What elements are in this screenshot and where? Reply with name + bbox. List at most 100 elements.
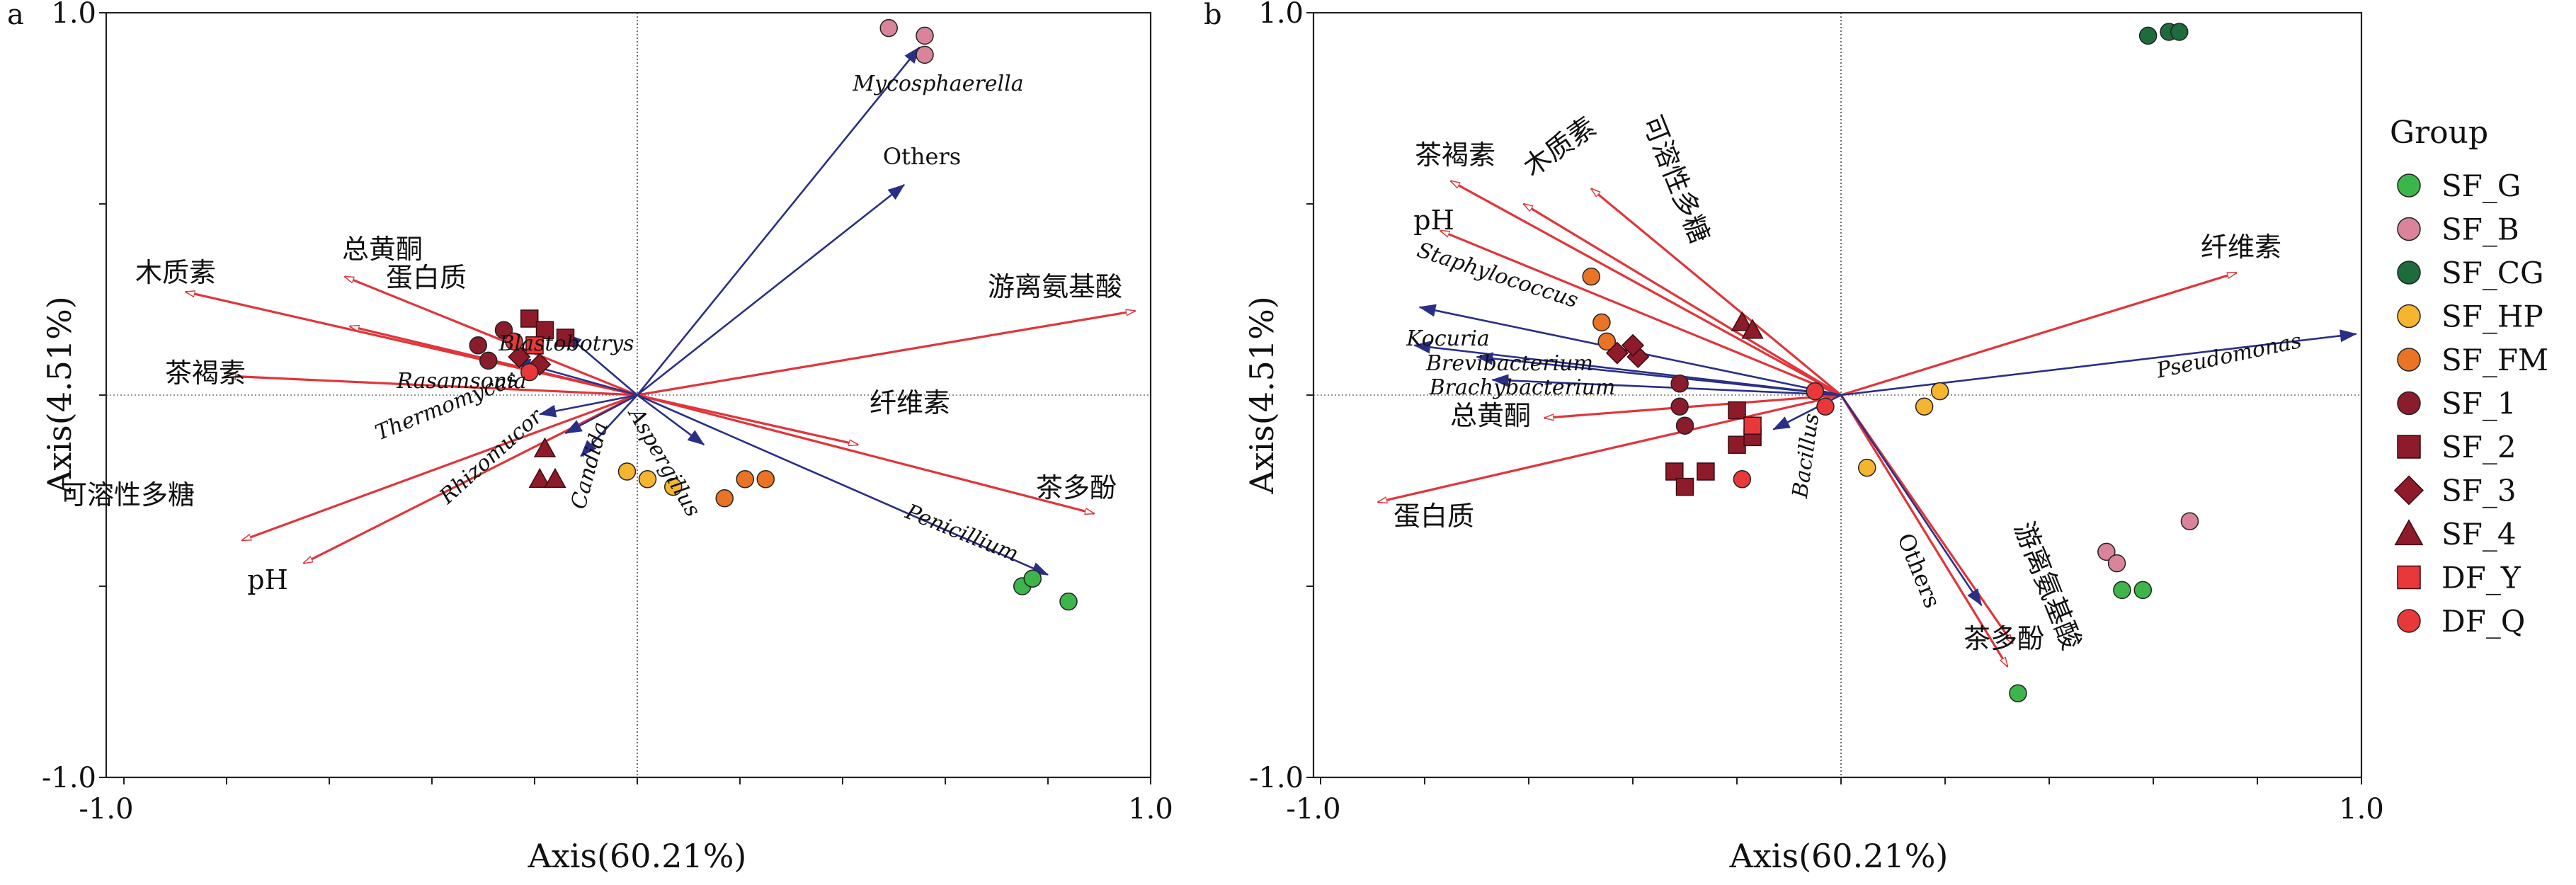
panel-b-y-axis-title: Axis(4.51%) [1243, 296, 1281, 495]
panel-a-y-tick-label-max: 1.0 [51, 0, 96, 30]
panel-a-y-axis-title: Axis(4.51%) [40, 296, 79, 495]
panel-a-species-vector-blastobotrys [564, 333, 638, 396]
panel-a-sample-point-sf-g [1059, 592, 1078, 611]
panel-b-species-vector-others [1840, 394, 1983, 606]
panel-a-species-vector-candida [580, 394, 638, 457]
panel-a-species-label-others: Others [883, 143, 961, 170]
panel-b-sample-point-sf-2 [1675, 477, 1694, 496]
panel-b-sample-point-sf-hp [1915, 397, 1934, 416]
panel-b-env-label-7: 蛋白质 [1394, 501, 1474, 532]
legend-label-sf-cg: SF_CG [2441, 256, 2544, 290]
panel-b-species-label-brachybacterium: Brachybacterium [1429, 375, 1616, 400]
panel-a-species-vector-penicillium [637, 394, 1049, 576]
panel-a-sample-point-sf-fm [756, 470, 775, 489]
panel-a-sample-point-sf-2 [520, 309, 539, 328]
legend-label-sf-2: SF_2 [2441, 430, 2517, 464]
legend-label-df-y: DF_Y [2441, 561, 2521, 595]
panel-b-sample-point-sf-4 [1741, 319, 1764, 339]
legend-label-df-q: DF_Q [2441, 604, 2525, 639]
panel-b-species-vector-brevibacterium [1476, 352, 1842, 396]
panel-a-env-label-7: 游离氨基酸 [988, 271, 1122, 302]
legend-label-sf-b: SF_B [2441, 212, 2519, 247]
panel-a-x-tick-label-max: 1.0 [1128, 793, 1173, 826]
panel-a-species-vector-rhizomucor [564, 394, 638, 435]
panel-a-species-vector-thermomyces [539, 394, 638, 418]
panel-b-y-tick-label-max: 1.0 [1258, 0, 1304, 30]
legend-label-sf-hp: SF_HP [2441, 299, 2543, 334]
panel-b-sample-point-sf-2 [1697, 462, 1715, 481]
panel-b-sample-point-df-q [1733, 470, 1752, 489]
panel-a-env-label-8: 纤维素 [870, 387, 950, 418]
panel-a-species-label-rasamsonia: Rasamsonia [396, 369, 526, 394]
panel-b-sample-point-sf-fm [1597, 332, 1616, 351]
panel-a-x-axis-title: Axis(60.21%) [528, 837, 747, 875]
panel-b-sample-point-sf-b [2107, 554, 2126, 573]
panel-b-sample-point-sf-1 [1675, 416, 1694, 435]
legend-marker-sf-fm [2397, 348, 2421, 372]
panel-a-species-label-mycosphaerella: Mycosphaerella [852, 72, 1023, 96]
panel-a-sample-point-sf-1 [479, 351, 498, 370]
legend-marker-sf-3 [2393, 475, 2424, 506]
panel-a-sample-point-sf-1 [469, 336, 487, 355]
panel-b-sample-point-sf-b [2180, 512, 2199, 530]
panel-a-sample-point-sf-g [1023, 569, 1042, 588]
panel-b-species-vector-brachybacterium [1491, 374, 1842, 396]
panel-b-env-vector-9 [1840, 394, 2007, 666]
panel-b-env-label-1: 茶褐素 [1415, 139, 1495, 171]
panel-a-sample-point-sf-fm [736, 470, 754, 489]
legend-label-sf-4: SF_4 [2441, 517, 2517, 552]
panel-b-env-label-5: 纤维素 [2201, 232, 2281, 263]
panel-b-env-vector-7 [1378, 394, 1842, 502]
panel-b-env-label-4: pH [1413, 205, 1454, 236]
panel-a-env-label-2: 总黄酮 [342, 234, 423, 265]
panel-b-sample-point-sf-cg [2170, 23, 2189, 41]
panel-a-sample-point-sf-b [916, 26, 934, 45]
panel-b-sample-point-sf-1 [1670, 375, 1689, 393]
panel-b-y-tick-label-min: -1.0 [1249, 762, 1304, 794]
panel-a-env-label-9: 茶多酚 [1036, 472, 1117, 503]
legend-marker-df-y [2397, 565, 2421, 590]
panel-b-env-vector-1 [1451, 181, 1842, 396]
panel-a-species-vector-aspergillus [637, 394, 705, 446]
panel-a-sample-point-sf-4 [533, 437, 557, 457]
panel-b-sample-point-df-y [1743, 416, 1762, 435]
panel-a-env-vector-2 [345, 275, 638, 396]
panel-a-env-vector-4 [227, 376, 638, 396]
panel-b-sample-point-sf-2 [1728, 401, 1746, 420]
panel-b-env-vector-3 [1591, 188, 1842, 396]
panel-b-sample-point-sf-fm [1592, 313, 1611, 332]
panel-a-y-tick-label-min: -1.0 [42, 762, 96, 794]
panel-b-sample-point-sf-3 [1605, 341, 1629, 365]
panel-b-x-tick-label-max: 1.0 [2339, 793, 2384, 826]
panel-a-env-label-4: 茶褐素 [165, 358, 246, 389]
legend-label-sf-fm: SF_FM [2441, 343, 2548, 377]
panel-b-sample-point-sf-fm [1582, 267, 1600, 286]
panel-a-species-vector-others [637, 183, 905, 396]
panel-a-sample-point-sf-b [879, 18, 898, 38]
panel-b-sample-point-sf-2 [1728, 435, 1746, 454]
panel-a-sample-point-sf-hp [617, 462, 637, 481]
legend-marker-sf-1 [2397, 391, 2421, 416]
panel-b-x-tick-label-min: -1.0 [1286, 793, 1340, 826]
panel-a-env-vector-9 [637, 394, 1094, 513]
panel-b-x-axis-title: Axis(60.21%) [1729, 837, 1949, 875]
panel-a-env-vector-7 [637, 311, 1135, 396]
panel-b-sample-point-sf-2 [1665, 462, 1684, 481]
panel-b-env-label-9: 茶多酚 [1964, 623, 2044, 654]
panel-a-sample-point-sf-4 [544, 467, 566, 489]
legend-marker-sf-cg [2397, 261, 2421, 285]
panel-a-label: a [7, 0, 24, 31]
legend-marker-sf-b [2397, 217, 2421, 241]
panel-a-sample-point-df-y [525, 336, 544, 355]
panel-a-species-vector-mycosphaerella [636, 46, 921, 396]
legend-label-sf-3: SF_3 [2441, 474, 2517, 508]
panel-b-sample-point-df-q [1816, 397, 1835, 416]
panel-b-sample-point-sf-g [2113, 581, 2131, 600]
legend-marker-sf-4 [2394, 519, 2424, 546]
legend-marker-sf-hp [2397, 304, 2421, 329]
panel-b-species-label-brevibacterium: Brevibacterium [1425, 351, 1593, 376]
panel-b-sample-point-sf-3 [1621, 333, 1645, 357]
legend-label-sf-1: SF_1 [2441, 387, 2517, 421]
panel-b-env-vector-5 [1840, 271, 2237, 396]
